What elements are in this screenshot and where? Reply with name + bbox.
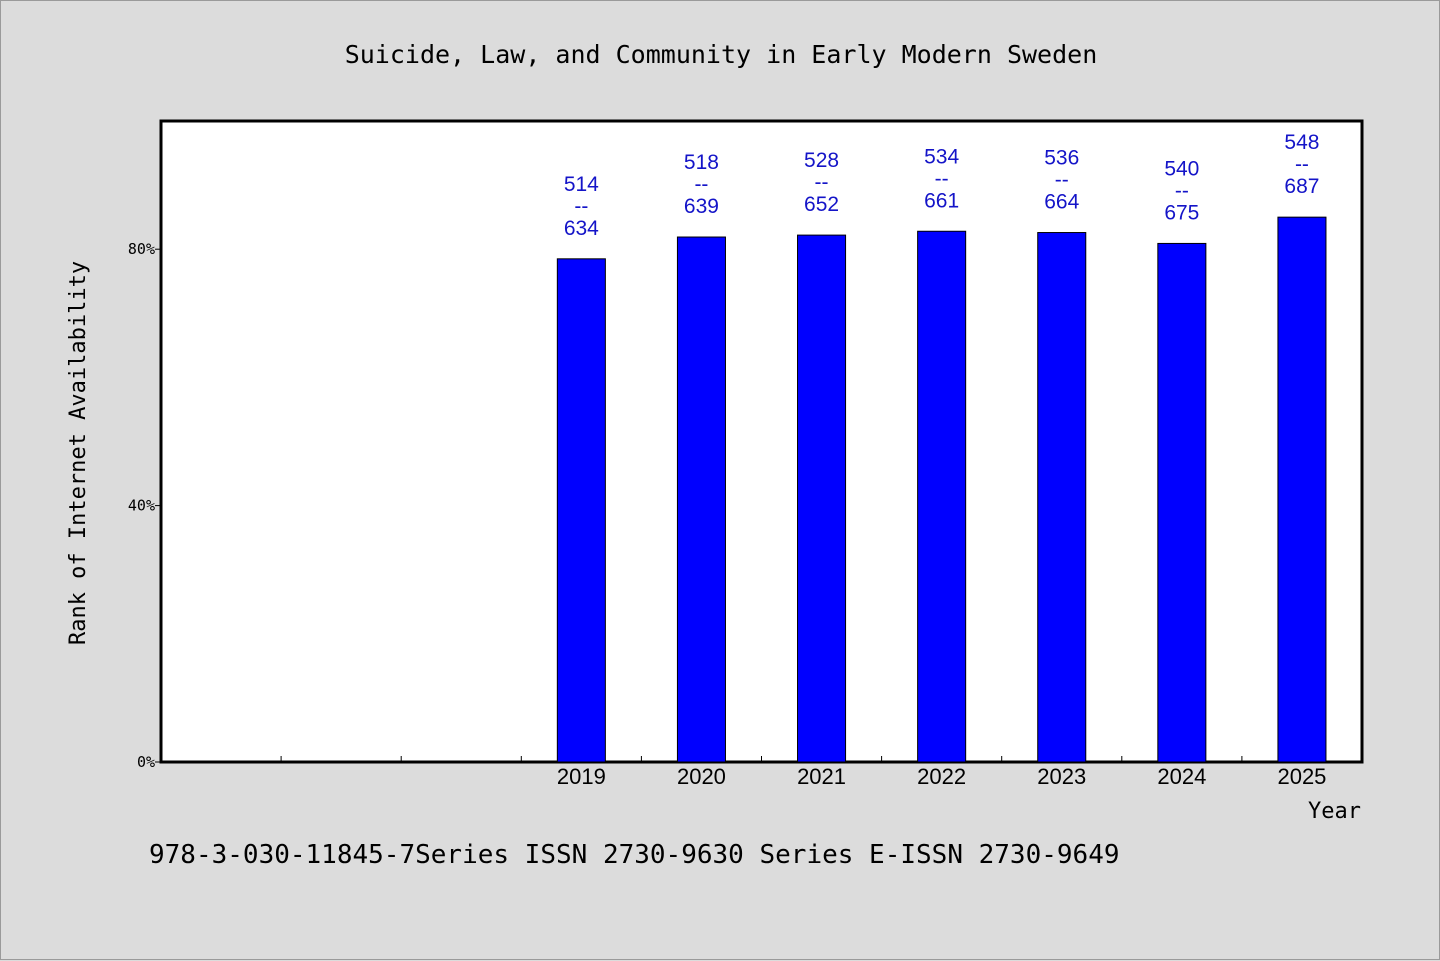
data-label: 528 [804, 149, 839, 172]
bar [676, 236, 726, 763]
data-label: -- [935, 167, 949, 190]
data-label: 687 [1284, 175, 1319, 198]
data-label: 661 [924, 189, 959, 212]
x-tick-label: 2021 [797, 764, 846, 789]
data-label: 518 [684, 151, 719, 174]
data-label: 536 [1044, 147, 1079, 170]
bar [1277, 216, 1327, 763]
data-label: -- [1295, 153, 1309, 176]
y-tick-label: 0% [137, 753, 155, 771]
y-tick-label: 40% [128, 497, 155, 515]
footer-isbn-text: 978-3-030-11845-7Series ISSN 2730-9630 S… [149, 840, 1120, 870]
x-axis-ticks: 2019 2020 2021 2022 2023 2024 2025 [280, 756, 1326, 789]
data-label: -- [574, 195, 588, 218]
x-axis-label: Year [1308, 799, 1361, 824]
chart-title: Suicide, Law, and Community in Early Mod… [345, 40, 1098, 69]
y-axis-ticks: 0% 40% 80% [128, 240, 161, 771]
data-label: 534 [924, 145, 959, 168]
data-label: 639 [684, 195, 719, 218]
x-tick-label: 2019 [557, 764, 606, 789]
x-tick-label: 2025 [1277, 764, 1326, 789]
x-tick-label: 2023 [1037, 764, 1086, 789]
bar [797, 234, 847, 763]
y-axis-label: Rank of Internet Availability [66, 261, 91, 645]
bar [1157, 242, 1207, 763]
bar [1037, 232, 1087, 763]
data-label: 652 [804, 193, 839, 216]
bar [556, 258, 606, 763]
data-label: 634 [564, 217, 599, 240]
y-tick-label: 80% [128, 240, 155, 258]
data-label: 675 [1164, 201, 1199, 224]
data-label: -- [815, 171, 829, 194]
x-tick-label: 2022 [917, 764, 966, 789]
bar [917, 230, 967, 763]
data-label: -- [1175, 179, 1189, 202]
data-label: 548 [1284, 131, 1319, 154]
data-label: -- [694, 173, 708, 196]
data-label: 664 [1044, 191, 1079, 214]
data-labels-group: 514--634518--639528--652534--661536--664… [564, 131, 1320, 240]
data-label: 540 [1164, 157, 1199, 180]
data-label: 514 [564, 173, 599, 196]
bars-group [556, 216, 1327, 763]
data-label: -- [1055, 169, 1069, 192]
x-tick-label: 2024 [1157, 764, 1206, 789]
x-tick-label: 2020 [677, 764, 726, 789]
